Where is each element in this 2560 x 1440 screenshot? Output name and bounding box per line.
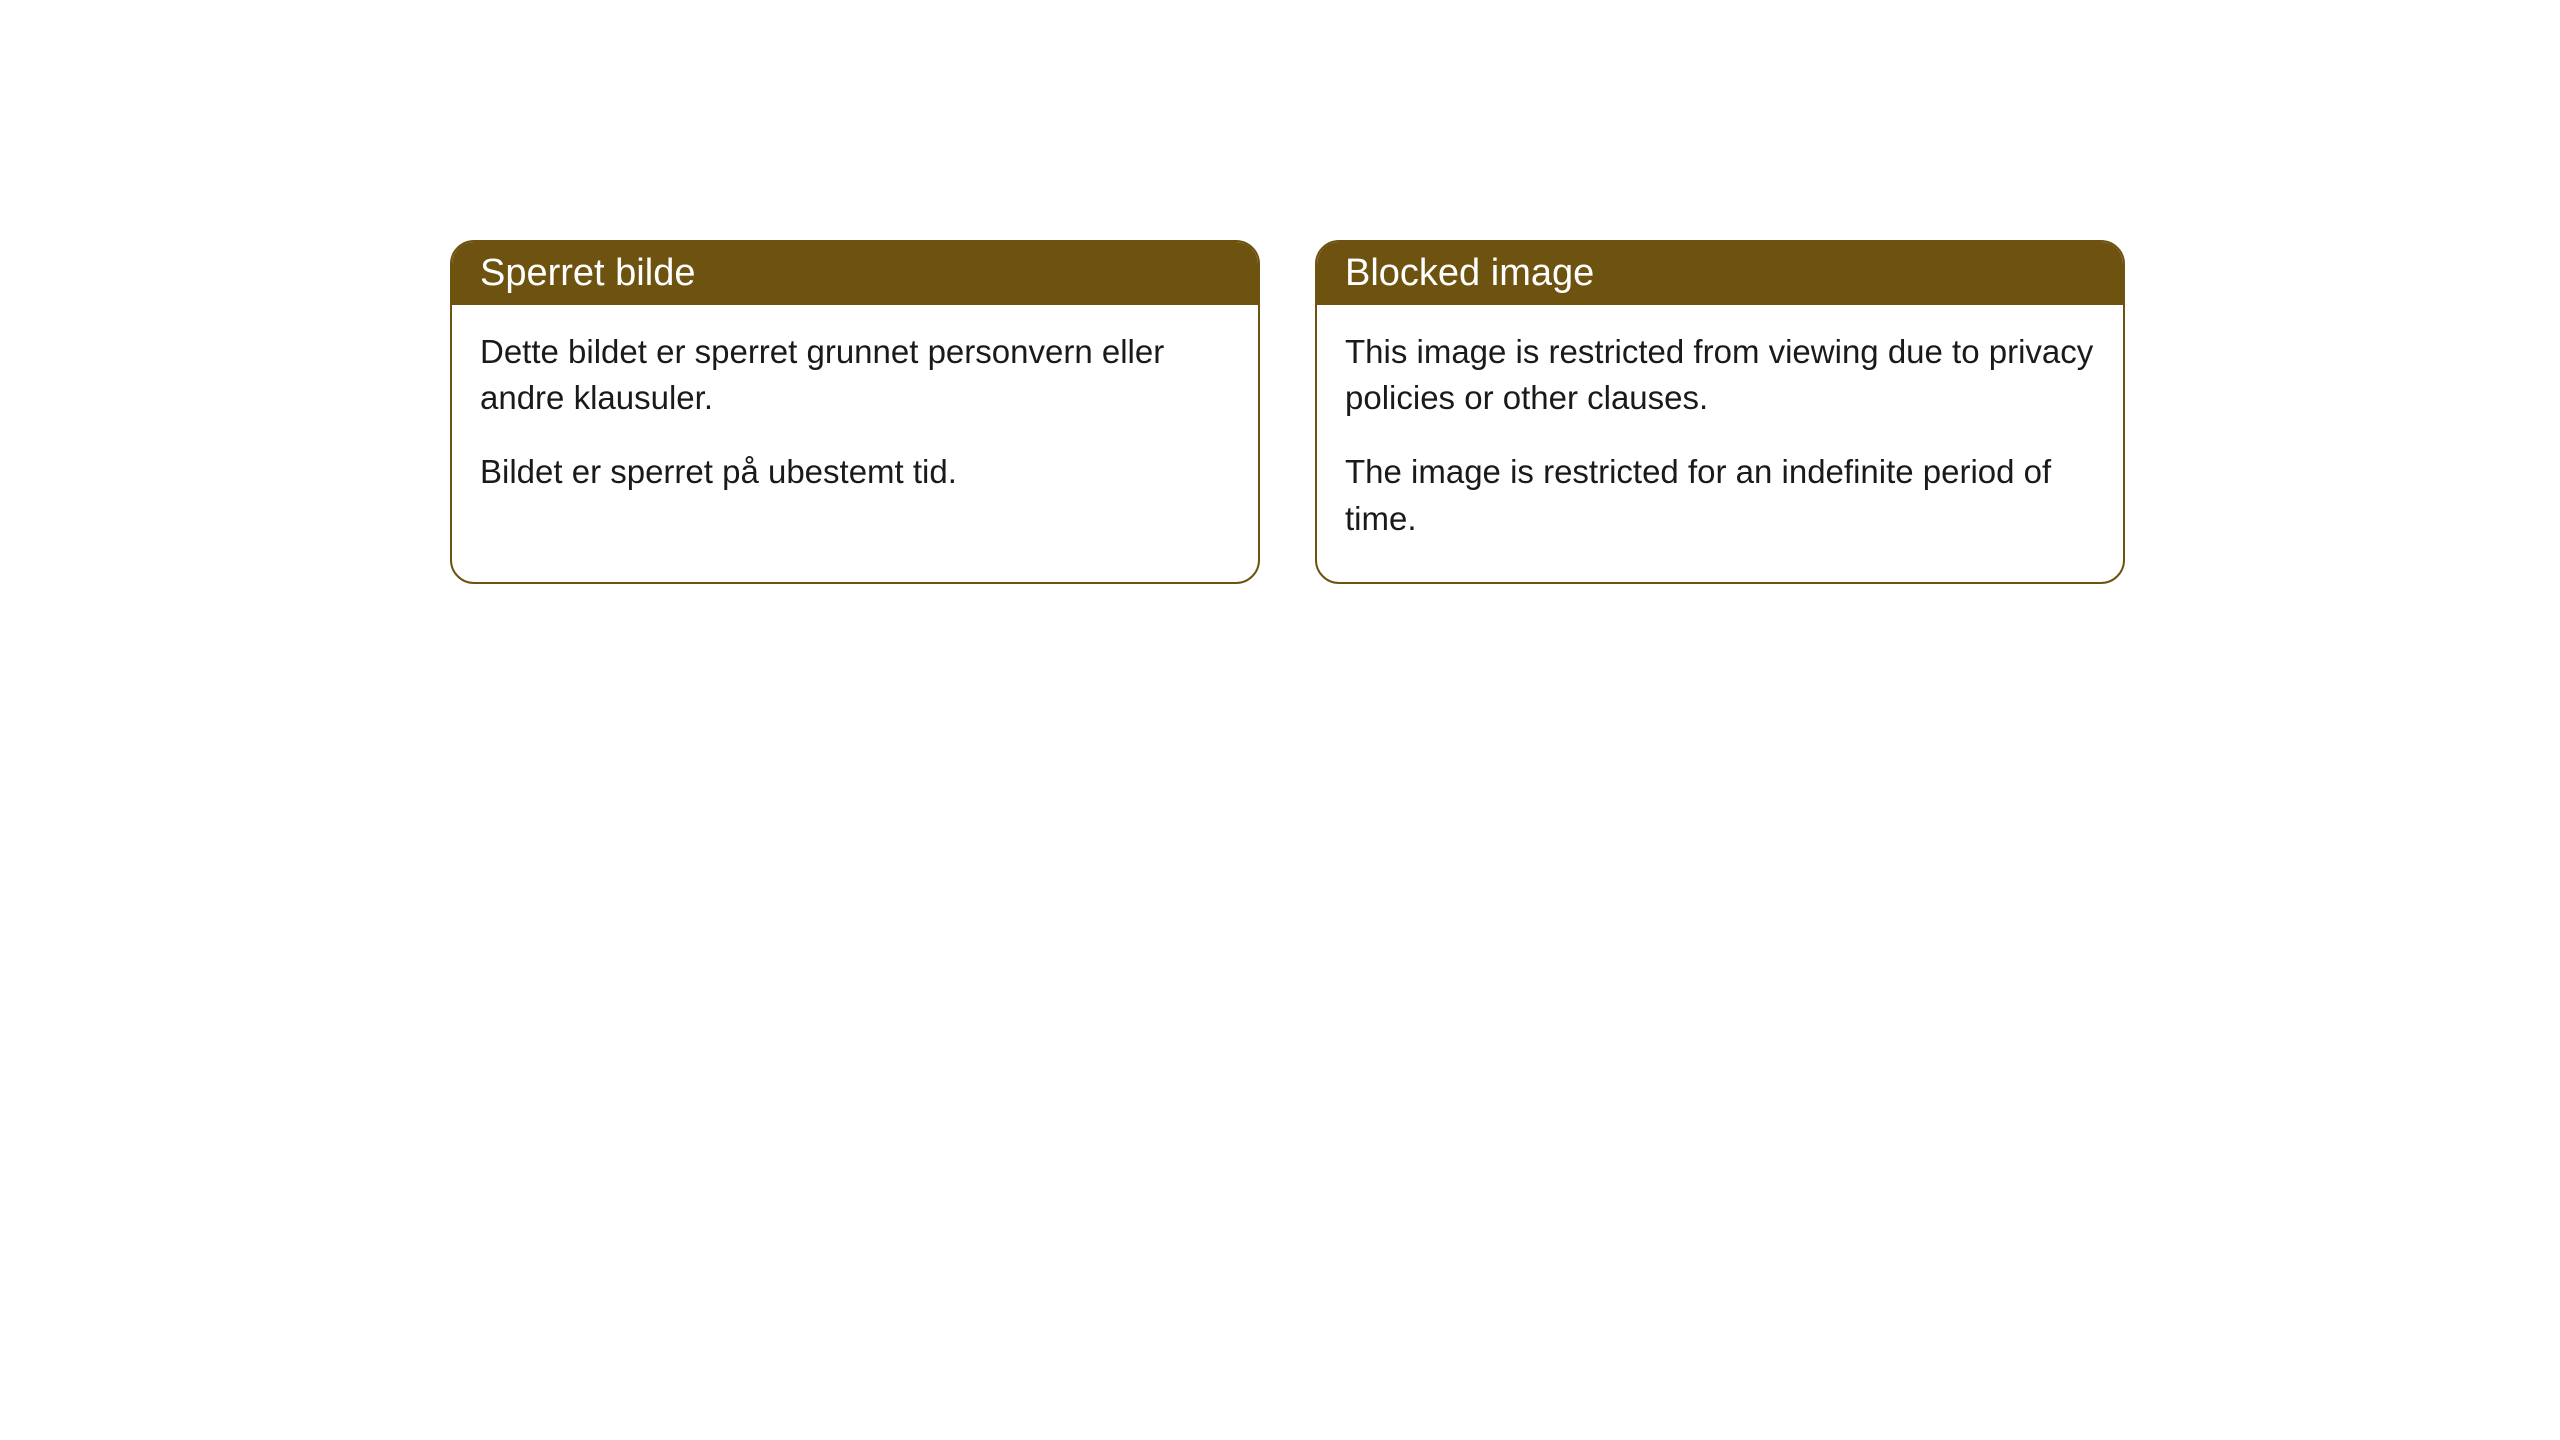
card-header-no: Sperret bilde <box>452 242 1258 305</box>
card-paragraph1-no: Dette bildet er sperret grunnet personve… <box>480 329 1230 421</box>
notice-cards-container: Sperret bilde Dette bildet er sperret gr… <box>0 0 2560 584</box>
card-paragraph1-en: This image is restricted from viewing du… <box>1345 329 2095 421</box>
card-title-no: Sperret bilde <box>480 252 695 294</box>
card-paragraph2-en: The image is restricted for an indefinit… <box>1345 449 2095 541</box>
card-header-en: Blocked image <box>1317 242 2123 305</box>
card-title-en: Blocked image <box>1345 252 1594 294</box>
card-body-en: This image is restricted from viewing du… <box>1317 305 2123 582</box>
card-body-no: Dette bildet er sperret grunnet personve… <box>452 305 1258 536</box>
card-paragraph2-no: Bildet er sperret på ubestemt tid. <box>480 449 1230 495</box>
blocked-image-card-no: Sperret bilde Dette bildet er sperret gr… <box>450 240 1260 584</box>
blocked-image-card-en: Blocked image This image is restricted f… <box>1315 240 2125 584</box>
